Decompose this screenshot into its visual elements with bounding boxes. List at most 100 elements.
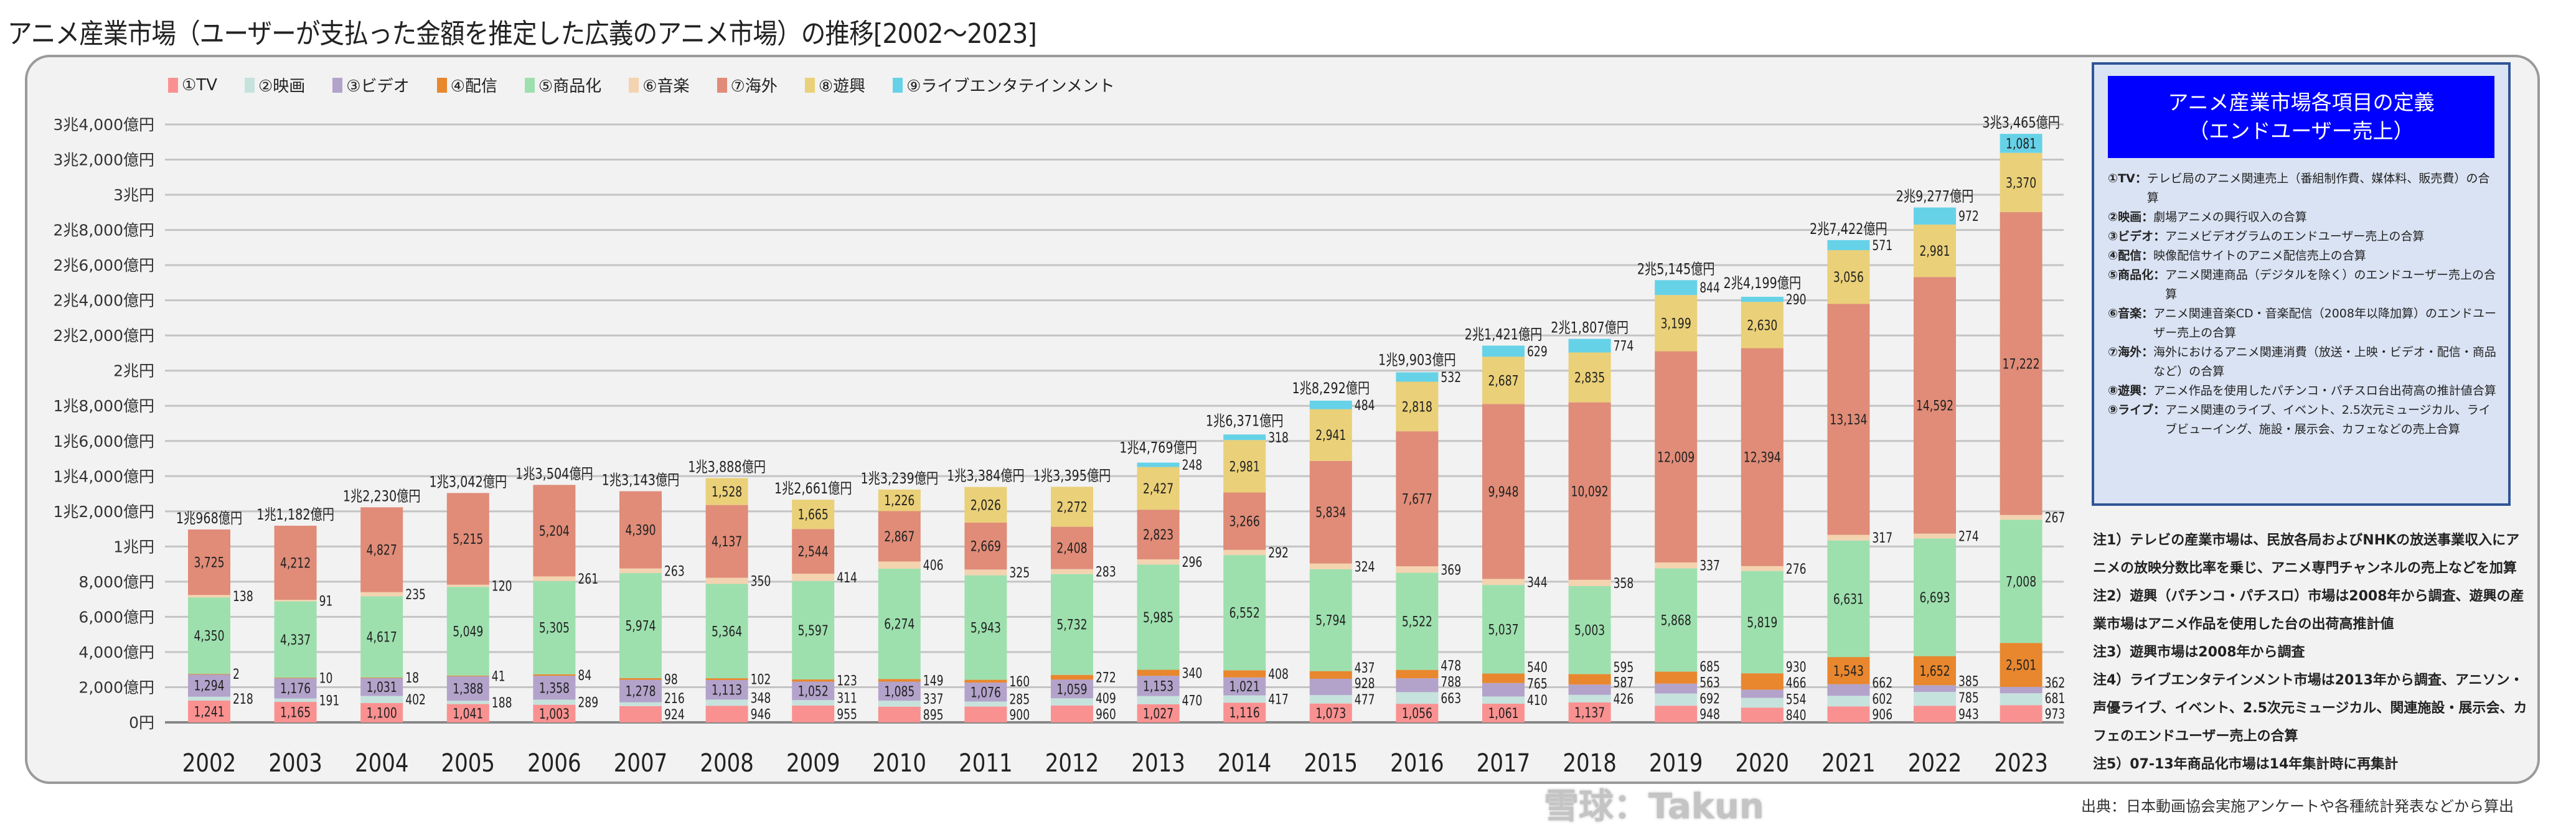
definition-key: ①TV： — [2108, 172, 2147, 185]
data-label: 84 — [578, 668, 591, 684]
data-label: 10 — [319, 670, 333, 686]
bar-segment — [2000, 693, 2042, 706]
data-label: 1,113 — [712, 683, 742, 699]
bar-segment — [1568, 702, 1611, 722]
bar-segment — [1051, 705, 1093, 722]
bar-segment — [360, 596, 403, 678]
bar-segment — [792, 529, 835, 574]
data-label: 340 — [1182, 665, 1203, 681]
bar-segment — [1051, 574, 1093, 675]
legend-item: ①TV — [168, 73, 217, 96]
bar-segment — [2000, 643, 2042, 688]
definition-item: ②映画： 劇場アニメの興行収入の合算 — [2108, 208, 2497, 227]
bar-segment — [964, 706, 1007, 722]
bar-segment — [705, 679, 748, 700]
bar-segment — [792, 700, 835, 706]
bar-segment — [1396, 678, 1439, 692]
data-label: 484 — [1355, 398, 1375, 414]
bar-segment — [1309, 563, 1352, 569]
x-tick-label: 2004 — [355, 748, 409, 777]
bar-segment — [1914, 706, 1956, 722]
data-label: 844 — [1699, 280, 1720, 296]
bar-segment — [1137, 564, 1180, 670]
bar-segment — [1827, 540, 1870, 658]
x-tick-label: 2011 — [959, 748, 1013, 777]
definition-item: ⑧遊興： アニメ作品を使用したパチンコ・パチスロ台出荷高の推計値合算 — [2108, 381, 2497, 401]
data-label: 1,665 — [798, 507, 829, 523]
data-label: 188 — [492, 695, 512, 711]
data-label: 955 — [837, 706, 857, 722]
data-label: 2,867 — [884, 529, 914, 545]
data-label: 276 — [1786, 561, 1807, 577]
data-label: 267 — [2045, 510, 2066, 526]
x-tick-label: 2020 — [1736, 748, 1790, 777]
bar-segment — [446, 584, 489, 587]
x-tick-label: 2022 — [1908, 748, 1962, 777]
definition-text: テレビ局のアニメ関連売上（番組制作費、媒体料、販売費）の合算 — [2146, 172, 2490, 205]
data-label: 5,522 — [1402, 614, 1432, 630]
bar-segment — [1914, 533, 1956, 539]
data-label: 290 — [1786, 292, 1807, 308]
data-label: 1,056 — [1402, 706, 1432, 722]
bar-segment — [878, 489, 921, 511]
y-tick-label: 8,000億円 — [78, 573, 154, 591]
data-label: 4,350 — [194, 628, 224, 645]
bar-segment — [1309, 695, 1352, 704]
data-label: 337 — [923, 691, 944, 707]
data-label: 4,337 — [280, 632, 311, 648]
bar-segment — [533, 704, 576, 722]
bar-segment — [1482, 585, 1525, 674]
data-label: 289 — [578, 694, 598, 711]
bar-segment — [1396, 372, 1439, 382]
bar-segment — [1396, 704, 1439, 722]
data-label: 1,294 — [194, 678, 224, 694]
bar-segment — [1482, 579, 1525, 585]
data-label: 123 — [837, 673, 857, 689]
bar-segment — [1914, 224, 1956, 277]
data-label: 1,388 — [453, 681, 483, 697]
bar-segment — [1223, 549, 1266, 556]
data-label: 2,026 — [971, 497, 1001, 513]
bar-segment — [964, 569, 1007, 576]
bar-segment — [1223, 677, 1266, 696]
data-label: 1,100 — [367, 705, 397, 721]
total-label: 1兆3,395億円 — [1033, 467, 1111, 485]
data-label: 18 — [405, 670, 419, 686]
bar-segment — [619, 706, 662, 722]
data-label: 10,092 — [1571, 483, 1609, 500]
y-tick-label: 4,000億円 — [78, 643, 154, 661]
bar-segment — [360, 678, 403, 696]
definition-text: アニメ関連商品（デジタルを除く）のエンドユーザー売上の合算 — [2165, 268, 2496, 301]
x-tick-label: 2002 — [182, 748, 237, 777]
data-label: 4,827 — [367, 542, 397, 558]
legend-swatch — [629, 77, 639, 93]
bar-segment — [1568, 352, 1611, 403]
data-label: 12,009 — [1657, 449, 1695, 465]
data-label: 1,031 — [367, 679, 397, 696]
total-label: 2兆1,807億円 — [1551, 320, 1629, 337]
data-label: 437 — [1355, 660, 1375, 676]
x-tick-label: 2009 — [786, 748, 840, 777]
data-label: 3,370 — [2006, 175, 2036, 191]
data-label: 554 — [1786, 691, 1807, 707]
definition-key: ⑦海外： — [2108, 345, 2154, 359]
data-label: 906 — [1872, 707, 1892, 723]
bar-segment — [1482, 673, 1525, 683]
y-tick-label: 3兆円 — [113, 186, 154, 204]
note: 注5）07-13年商品化市場は14年集計時に再集計 — [2093, 757, 2399, 772]
bar-segment — [1309, 671, 1352, 679]
bar-segment — [1914, 207, 1956, 225]
data-label: 402 — [405, 692, 426, 708]
data-label: 2,823 — [1143, 527, 1173, 543]
bar-segment — [792, 706, 835, 722]
data-label: 296 — [1182, 554, 1203, 571]
bar-segment — [1827, 706, 1870, 722]
x-tick-label: 2005 — [441, 748, 496, 777]
bar-segment — [188, 696, 230, 701]
data-label: 2 — [233, 666, 240, 683]
data-label: 261 — [578, 571, 598, 587]
data-label: 344 — [1527, 574, 1548, 590]
legend-item: ⑦海外 — [717, 73, 778, 96]
data-label: 788 — [1441, 674, 1461, 690]
data-label: 98 — [664, 671, 678, 688]
